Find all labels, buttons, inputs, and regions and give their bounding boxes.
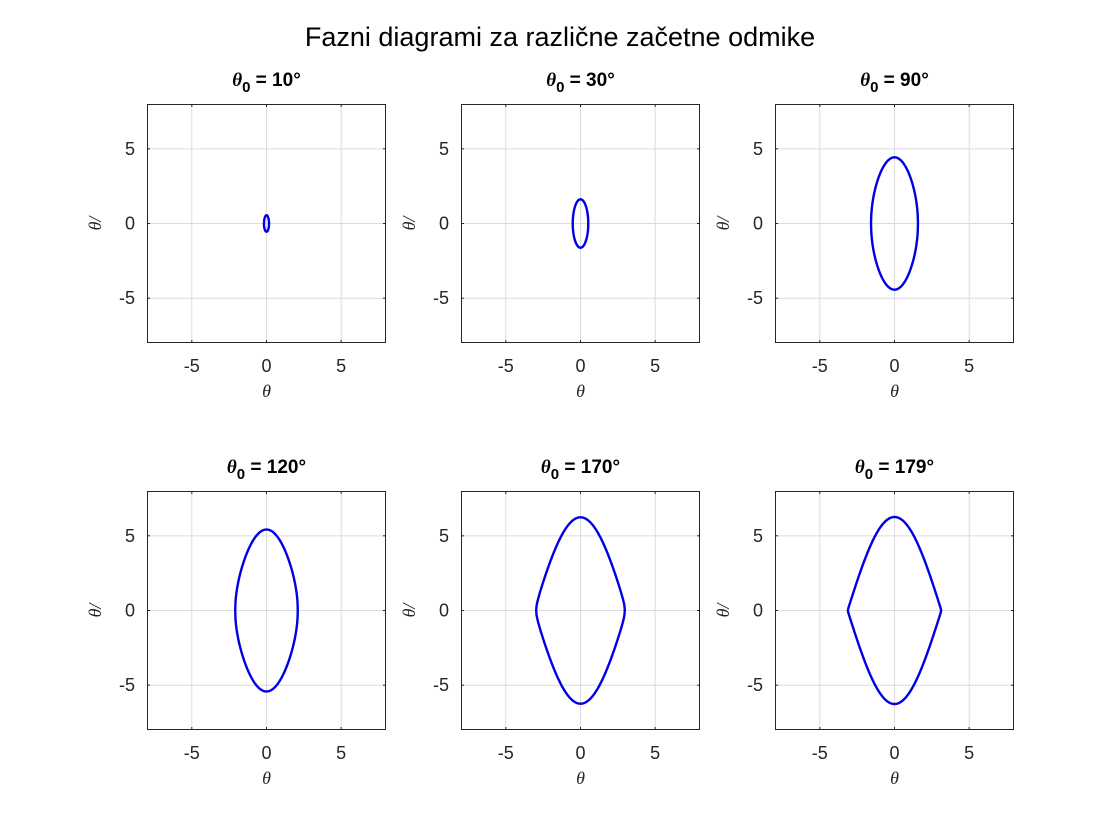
title-value: = 30° [564,70,614,91]
y-tick-label: -5 [119,288,135,308]
title-theta-symbol: θ [546,70,556,91]
panel-title: θ0 = 179° [855,457,934,483]
x-tick-label: -5 [498,743,514,763]
title-subscript: 0 [556,79,564,96]
x-tick-label: 5 [336,743,346,763]
x-tick-label: 5 [964,356,974,376]
phase-trajectory [534,516,627,705]
phase-trajectory [571,198,590,249]
y-tick-label: 5 [439,139,449,159]
x-tick-label: 0 [889,743,899,763]
phase-trajectory [262,214,271,233]
title-theta-symbol: θ [855,457,865,478]
y-axis-label: θ/ [399,602,419,618]
title-value: = 170° [559,457,620,478]
panel-title: θ0 = 10° [232,70,301,96]
panel-title: θ0 = 30° [546,70,615,96]
y-tick-label: 0 [753,601,763,621]
title-subscript: 0 [870,79,878,96]
y-axis-label: θ/ [713,602,733,618]
panel-title: θ0 = 120° [227,457,306,483]
y-axis-label: θ/ [713,215,733,231]
phase-trajectory [846,515,943,706]
x-tick-label: 0 [261,743,271,763]
y-tick-label: 0 [439,601,449,621]
title-theta-symbol: θ [541,457,551,478]
y-tick-label: 0 [753,214,763,234]
title-theta-symbol: θ [227,457,237,478]
x-tick-label: -5 [498,356,514,376]
title-value: = 179° [873,457,934,478]
panel-title: θ0 = 90° [860,70,929,96]
x-tick-label: -5 [812,743,828,763]
x-axis-label: θ [890,768,899,788]
x-tick-label: 0 [575,743,585,763]
y-tick-label: 5 [753,526,763,546]
x-axis-label: θ [262,381,271,401]
y-tick-label: -5 [433,288,449,308]
x-tick-label: -5 [184,743,200,763]
figure-title: Fazni diagrami za različne začetne odmik… [305,22,815,52]
x-tick-label: 0 [575,356,585,376]
x-tick-label: -5 [184,356,200,376]
y-tick-label: -5 [747,288,763,308]
title-subscript: 0 [237,466,245,483]
y-tick-label: 0 [125,601,135,621]
y-tick-label: 5 [125,139,135,159]
phase-panel: -5 0 550-5θθ/θ0 = 170° [399,457,700,788]
y-tick-label: 0 [125,214,135,234]
y-axis-label: θ/ [85,602,105,618]
x-axis-label: θ [576,768,585,788]
title-subscript: 0 [551,466,559,483]
x-tick-label: -5 [812,356,828,376]
x-axis-label: θ [262,768,271,788]
y-tick-label: 5 [125,526,135,546]
phase-panel: -5 0 550-5θθ/θ0 = 179° [713,457,1014,788]
y-tick-label: 0 [439,214,449,234]
x-tick-label: 0 [889,356,899,376]
y-tick-label: -5 [433,675,449,695]
y-tick-label: 5 [753,139,763,159]
y-axis-label: θ/ [85,215,105,231]
phase-panel: -5 0 550-5θθ/θ0 = 120° [85,457,386,788]
title-subscript: 0 [242,79,250,96]
y-tick-label: -5 [119,675,135,695]
x-axis-label: θ [576,381,585,401]
phase-panel: -5 0 550-5θθ/θ0 = 90° [713,70,1014,401]
title-subscript: 0 [865,466,873,483]
title-theta-symbol: θ [232,70,242,91]
x-axis-label: θ [890,381,899,401]
panel-title: θ0 = 170° [541,457,620,483]
y-tick-label: -5 [747,675,763,695]
y-tick-label: 5 [439,526,449,546]
title-theta-symbol: θ [860,70,870,91]
title-value: = 90° [878,70,928,91]
x-tick-label: 5 [336,356,346,376]
phase-panel: -5 0 550-5θθ/θ0 = 10° [85,70,386,401]
title-value: = 120° [245,457,306,478]
x-tick-label: 5 [650,743,660,763]
title-value: = 10° [250,70,300,91]
x-tick-label: 5 [650,356,660,376]
x-tick-label: 0 [261,356,271,376]
y-axis-label: θ/ [399,215,419,231]
phase-panel: -5 0 550-5θθ/θ0 = 30° [399,70,700,401]
phase-trajectory [869,156,920,291]
x-tick-label: 5 [964,743,974,763]
phase-trajectory [234,528,299,693]
